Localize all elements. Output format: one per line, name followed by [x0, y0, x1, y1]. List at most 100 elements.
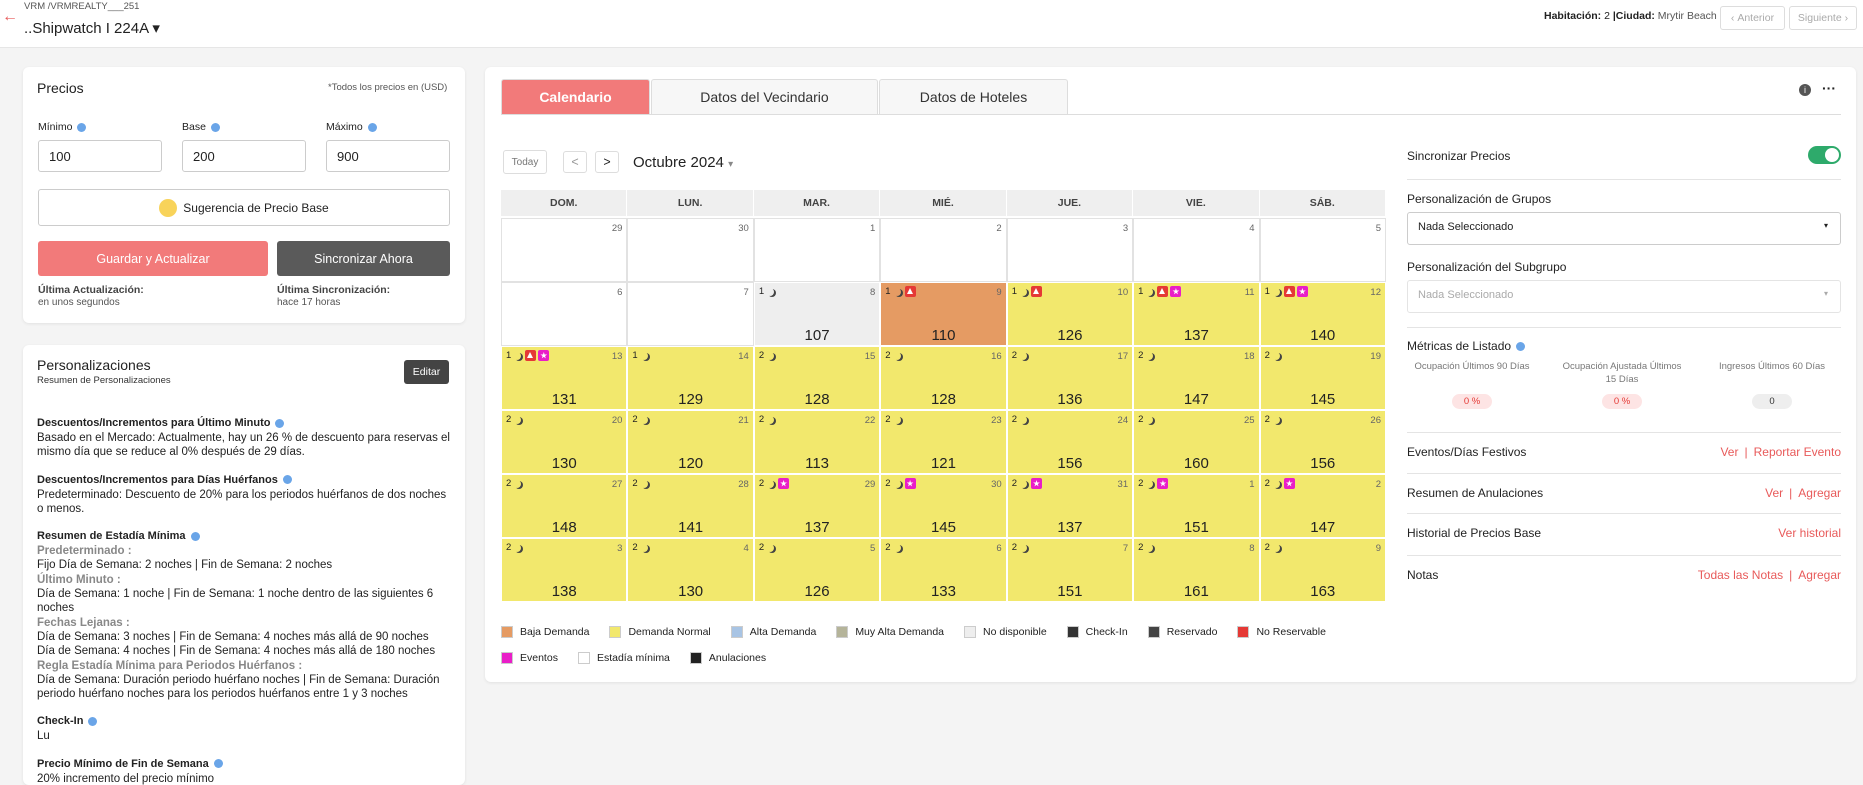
legend-text: Alta Demanda: [749, 626, 817, 638]
day-cell[interactable]: 10 1 126: [1006, 282, 1134, 346]
day-cell[interactable]: 5: [1259, 218, 1386, 282]
prices-note: *Todos los precios en (USD): [328, 82, 448, 93]
no-reservable-icon: [1283, 286, 1295, 297]
field-input[interactable]: 100: [38, 140, 162, 172]
group-select[interactable]: Nada Seleccionado ▾: [1407, 212, 1841, 245]
day-cell[interactable]: 12 1 140: [1259, 282, 1386, 346]
sync-toggle[interactable]: [1808, 146, 1841, 164]
more-icon[interactable]: ···: [1822, 80, 1836, 96]
row-link[interactable]: Ver historial: [1778, 526, 1841, 540]
day-cell[interactable]: 3 2 138: [501, 538, 628, 602]
subgroup-select[interactable]: Nada Seleccionado ▾: [1407, 280, 1841, 313]
day-cell[interactable]: 26 2 156: [1259, 410, 1386, 474]
group-line: Día de Semana: Duración periodo huérfano…: [37, 673, 440, 701]
row-link[interactable]: Agregar: [1798, 568, 1841, 582]
back-arrow[interactable]: ←: [2, 8, 18, 25]
day-cell[interactable]: 17 2 136: [1006, 346, 1134, 410]
day-cell[interactable]: 16 2 128: [880, 346, 1007, 410]
no-reservable-icon: [525, 350, 537, 361]
min-stay: 2: [759, 414, 776, 425]
day-cell[interactable]: 7: [627, 282, 754, 346]
min-stay-value: 2: [506, 414, 512, 425]
legend-swatch: [836, 626, 849, 638]
row-link[interactable]: Ver: [1720, 445, 1739, 459]
day-cell[interactable]: 29: [501, 218, 628, 282]
moon-icon: [640, 352, 648, 360]
event-icon: [1031, 478, 1042, 489]
day-cell[interactable]: 2 2 147: [1259, 474, 1386, 538]
price: 160: [1183, 455, 1209, 472]
day-cell[interactable]: 28 2 141: [627, 474, 754, 538]
day-cell[interactable]: 6: [501, 282, 628, 346]
min-stay-value: 2: [1138, 542, 1144, 553]
property-name[interactable]: ..Shipwatch I 224A ▾: [24, 20, 160, 37]
next-month[interactable]: >: [595, 151, 619, 173]
day-cell[interactable]: 11 1 137: [1133, 282, 1260, 346]
legend: Baja Demanda Demanda Normal Alta Demanda Mu…: [501, 619, 1401, 671]
price: 133: [930, 583, 956, 600]
day-cell[interactable]: 15 2 128: [753, 346, 881, 410]
day-cell[interactable]: 27 2 148: [501, 474, 628, 538]
day-number: 31: [1117, 479, 1129, 490]
prev-button[interactable]: ‹ Anterior: [1720, 6, 1785, 30]
month-picker[interactable]: Octubre 2024 ▾: [633, 154, 734, 171]
day-cell[interactable]: 4 2 130: [627, 538, 754, 602]
row-link[interactable]: Reportar Evento: [1753, 445, 1841, 459]
section-heading-text: Precio Mínimo de Fin de Semana: [37, 757, 209, 770]
day-cell[interactable]: 7 2 151: [1006, 538, 1134, 602]
day-cell[interactable]: 30 2 145: [880, 474, 1007, 538]
next-button[interactable]: Siguiente ›: [1789, 6, 1857, 30]
day-cell[interactable]: 21 2 120: [627, 410, 754, 474]
day-cell[interactable]: 25 2 160: [1133, 410, 1260, 474]
day-cell[interactable]: 13 1 131: [501, 346, 628, 410]
day-number: 29: [611, 223, 623, 234]
day-cell[interactable]: 9 1 110: [880, 282, 1007, 346]
row-link[interactable]: Agregar: [1798, 486, 1841, 500]
info-icon[interactable]: i: [1799, 84, 1811, 96]
field-input[interactable]: 200: [182, 140, 306, 172]
suggest-button[interactable]: Sugerencia de Precio Base: [38, 189, 450, 226]
day-cell[interactable]: 24 2 156: [1006, 410, 1134, 474]
tab[interactable]: Datos del Vecindario: [651, 79, 878, 114]
day-number: 22: [864, 415, 876, 426]
day-cell[interactable]: 5 2 126: [753, 538, 881, 602]
day-cell[interactable]: 31 2 137: [1006, 474, 1134, 538]
row-link[interactable]: Todas las Notas: [1697, 568, 1784, 582]
day-cell[interactable]: 8 1 107: [753, 282, 881, 346]
day-cell[interactable]: 3: [1006, 218, 1134, 282]
prev-month[interactable]: <: [563, 151, 587, 173]
last-sync-label: Última Sincronización:: [277, 284, 391, 296]
today-button[interactable]: Today: [503, 150, 547, 174]
edit-button[interactable]: Editar: [404, 360, 449, 384]
price: 161: [1183, 583, 1209, 600]
min-stay: 2: [1265, 542, 1282, 553]
customizations-title: Personalizaciones: [37, 357, 151, 373]
row-link[interactable]: Ver: [1765, 486, 1784, 500]
day-cell[interactable]: 18 2 147: [1133, 346, 1260, 410]
field-input[interactable]: 900: [326, 140, 450, 172]
day-number: 28: [738, 479, 749, 490]
day-cell[interactable]: 29 2 137: [753, 474, 881, 538]
min-stay-value: 1: [1011, 286, 1017, 297]
day-cell[interactable]: 6 2 133: [880, 538, 1007, 602]
tab[interactable]: Calendario: [501, 79, 650, 114]
save-button[interactable]: Guardar y Actualizar: [38, 241, 268, 276]
day-cell[interactable]: 22 2 113: [753, 410, 881, 474]
day-cell[interactable]: 30: [627, 218, 754, 282]
legend-swatch: [964, 626, 977, 638]
day-number: 3: [1122, 223, 1129, 234]
day-cell[interactable]: 1: [753, 218, 881, 282]
breadcrumb[interactable]: VRM /VRMREALTY___251: [24, 1, 140, 12]
day-cell[interactable]: 19 2 145: [1259, 346, 1386, 410]
day-cell[interactable]: 23 2 121: [880, 410, 1007, 474]
day-cell[interactable]: 8 2 161: [1133, 538, 1260, 602]
day-cell[interactable]: 2: [880, 218, 1007, 282]
day-cell[interactable]: 9 2 163: [1259, 538, 1386, 602]
sync-button[interactable]: Sincronizar Ahora: [277, 241, 450, 276]
day-cell[interactable]: 1 2 151: [1133, 474, 1260, 538]
day-cell[interactable]: 20 2 130: [501, 410, 628, 474]
min-stay: 2: [759, 542, 776, 553]
day-cell[interactable]: 14 1 129: [627, 346, 754, 410]
tab[interactable]: Datos de Hoteles: [879, 79, 1068, 114]
day-cell[interactable]: 4: [1133, 218, 1260, 282]
